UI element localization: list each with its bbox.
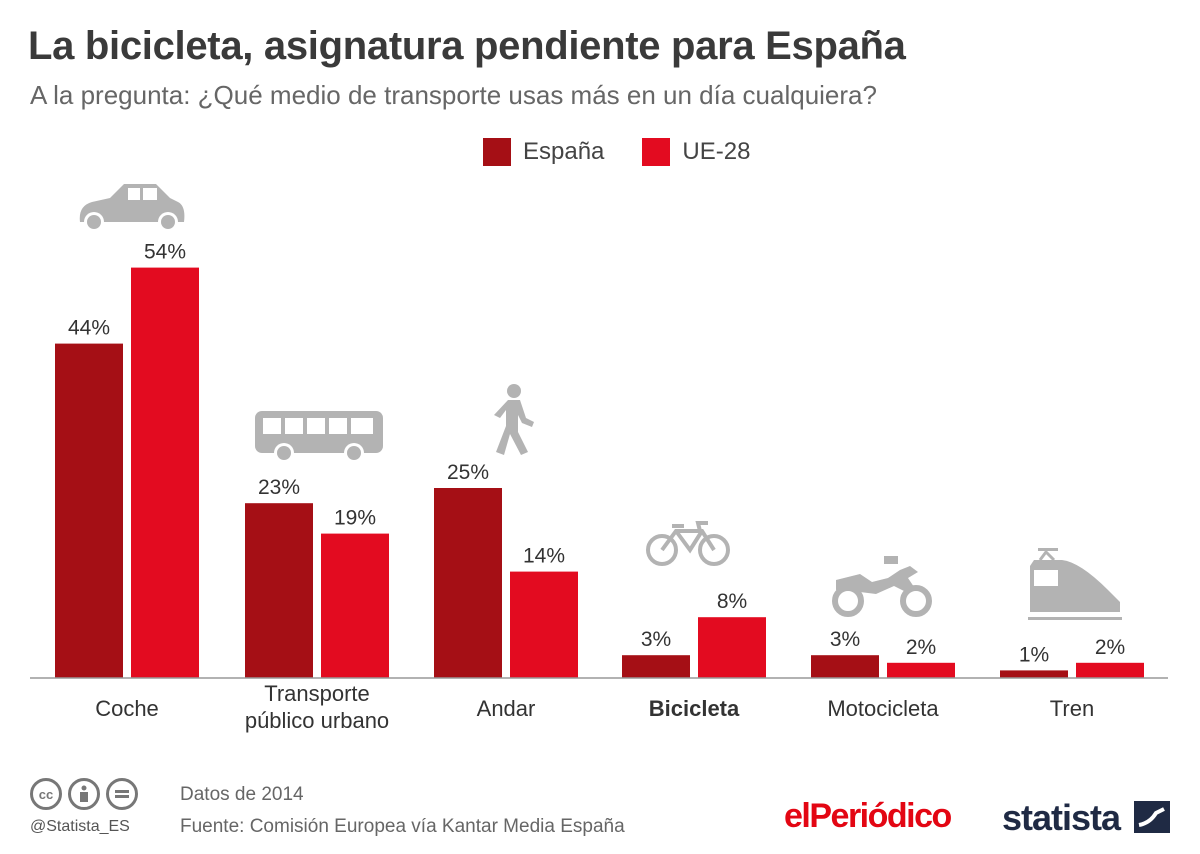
cc-license-icons: cc bbox=[30, 778, 144, 810]
bar-motocicleta-espana bbox=[811, 655, 879, 678]
category-label-andar: Andar bbox=[477, 696, 536, 721]
statista-logo-mark bbox=[1134, 801, 1170, 833]
category-labels-group: Coche Transporte público urbano Andar Bicicl… bbox=[95, 681, 1094, 733]
category-label-tren: Tren bbox=[1050, 696, 1094, 721]
bar-bicicleta-ue28 bbox=[698, 617, 766, 678]
bar-tren-ue28 bbox=[1076, 662, 1144, 678]
category-label-bicicleta: Bicicleta bbox=[649, 696, 740, 721]
category-label-motocicleta: Motocicleta bbox=[827, 696, 939, 721]
value-label-transporte-publico-urbano-ue28: 19% bbox=[334, 507, 376, 530]
cc-icon: cc bbox=[30, 778, 62, 810]
value-label-motocicleta-espana: 3% bbox=[830, 628, 860, 651]
car-icon bbox=[79, 184, 185, 232]
bicycle-icon bbox=[646, 521, 730, 566]
value-label-coche-espana: 44% bbox=[68, 317, 110, 340]
bar-andar-ue28 bbox=[510, 571, 578, 678]
bar-transporte-publico-urbano-ue28 bbox=[321, 533, 389, 678]
value-label-andar-espana: 25% bbox=[447, 461, 489, 484]
walking-person-icon bbox=[494, 384, 534, 455]
bar-tren-espana bbox=[1000, 670, 1068, 678]
value-label-andar-ue28: 14% bbox=[523, 545, 565, 568]
bar-transporte-publico-urbano-espana bbox=[245, 503, 313, 678]
bars-group bbox=[55, 267, 1144, 678]
legend: España UE-28 bbox=[483, 138, 788, 166]
category-label-coche: Coche bbox=[95, 696, 159, 721]
legend-item-spain: España bbox=[483, 138, 604, 166]
value-label-bicicleta-ue28: 8% bbox=[717, 590, 747, 613]
category-label-transporte-publico-urbano: Transporte público urbano bbox=[245, 681, 389, 733]
train-icon bbox=[1028, 548, 1122, 620]
value-label-coche-ue28: 54% bbox=[144, 241, 186, 264]
chart-title: La bicicleta, asignatura pendiente para … bbox=[28, 24, 906, 68]
bar-coche-ue28 bbox=[131, 267, 199, 678]
data-year-note: Datos de 2014 bbox=[180, 784, 304, 805]
value-labels-group: 44% 54% 23% 19% 25% 14% 3% 8% 3% 2% 1% 2% bbox=[68, 241, 1125, 667]
statista-handle: @Statista_ES bbox=[30, 818, 130, 835]
statista-logo: statista bbox=[1002, 797, 1121, 838]
no-derivatives-icon bbox=[106, 778, 138, 810]
bus-icon bbox=[255, 411, 383, 463]
bar-andar-espana bbox=[434, 488, 502, 678]
legend-item-eu: UE-28 bbox=[642, 138, 750, 166]
source-note: Fuente: Comisión Europea vía Kantar Medi… bbox=[180, 816, 625, 837]
bar-motocicleta-ue28 bbox=[887, 662, 955, 678]
bar-chart: 44% 54% 23% 19% 25% 14% 3% 8% 3% 2% 1% 2% Coche Tran… bbox=[30, 184, 1168, 733]
chart-subtitle: A la pregunta: ¿Qué medio de transporte … bbox=[30, 80, 877, 110]
elperiodico-logo: elPeriódico bbox=[784, 797, 952, 835]
legend-swatch-eu bbox=[642, 138, 671, 166]
motorcycle-icon bbox=[832, 556, 932, 617]
legend-label-eu: UE-28 bbox=[682, 138, 751, 165]
bar-coche-espana bbox=[55, 343, 123, 678]
bar-bicicleta-espana bbox=[622, 655, 690, 678]
value-label-transporte-publico-urbano-espana: 23% bbox=[258, 476, 300, 499]
value-label-bicicleta-espana: 3% bbox=[641, 628, 671, 651]
value-label-tren-espana: 1% bbox=[1019, 643, 1049, 666]
value-label-motocicleta-ue28: 2% bbox=[906, 636, 936, 659]
legend-swatch-spain bbox=[483, 138, 511, 166]
legend-label-spain: España bbox=[523, 138, 605, 165]
attribution-icon bbox=[68, 778, 100, 810]
category-icons bbox=[79, 184, 1122, 620]
value-label-tren-ue28: 2% bbox=[1095, 636, 1125, 659]
